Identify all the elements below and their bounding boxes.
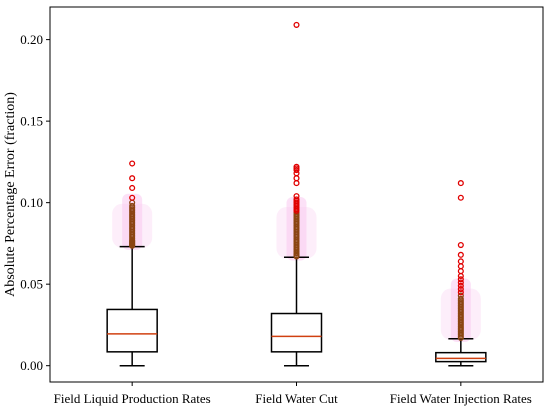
box-3-outlier-point (457, 180, 464, 187)
box-3-outlier-point (457, 292, 464, 299)
box-3-outlier-point (457, 289, 464, 296)
box-3-outlier-point (457, 263, 464, 270)
box-2-outlier-point (293, 21, 300, 28)
y-tick-label: 0.10 (20, 195, 43, 210)
box-2-outlier-glow (286, 197, 307, 261)
box-layer (106, 245, 487, 367)
box-3-outlier-point (457, 272, 464, 280)
x-tick-label: Field Water Injection Rates (390, 391, 532, 406)
y-tick-label: 0.15 (20, 114, 43, 129)
box-2-outlier-point (293, 180, 300, 187)
box-3-outlier-point (457, 241, 464, 249)
box-2-outlier-point (293, 175, 300, 182)
box-2-outlier-point (293, 193, 300, 200)
box-3-outlier-point (457, 194, 464, 201)
y-ticks: 0.00 0.05 0.10 0.15 0.20 (20, 32, 50, 373)
box-2-outlier-point (293, 163, 300, 170)
x-tick-label: Field Water Cut (255, 391, 338, 406)
box-3-outlier-point (457, 268, 464, 275)
box-3-outlier-point (457, 279, 464, 286)
x-tick-label: Field Liquid Production Rates (54, 391, 211, 406)
box-3-outlier-point (457, 276, 464, 283)
y-axis-label: Absolute Percentage Error (fraction) (3, 92, 18, 297)
box-3-outlier-point (457, 286, 464, 293)
box-1-outlier-point (129, 202, 136, 209)
box-3-outlier-glow (450, 278, 471, 342)
box-1-outlier-point (129, 194, 136, 201)
x-ticks: Field Liquid Production Rates Field Water… (54, 382, 532, 406)
box-3-outlier-point (457, 251, 464, 258)
box-3-outlier-point (457, 282, 464, 289)
box-1-outlier-point (129, 160, 136, 167)
y-tick-label: 0.20 (20, 32, 43, 47)
outlier-layer (129, 21, 464, 342)
y-tick-label: 0.00 (20, 358, 43, 373)
box-3-iqr-box (435, 351, 487, 363)
box-1-outlier-point (129, 175, 136, 182)
box-1-iqr-box (106, 308, 158, 353)
y-tick-label: 0.05 (20, 277, 43, 292)
box-3-outlier-point (457, 258, 464, 265)
box-3-outlier-point (457, 295, 464, 302)
box-2-iqr-box (270, 312, 323, 353)
box-2-outlier-point (293, 196, 300, 203)
box-1-outlier-point (129, 184, 136, 192)
